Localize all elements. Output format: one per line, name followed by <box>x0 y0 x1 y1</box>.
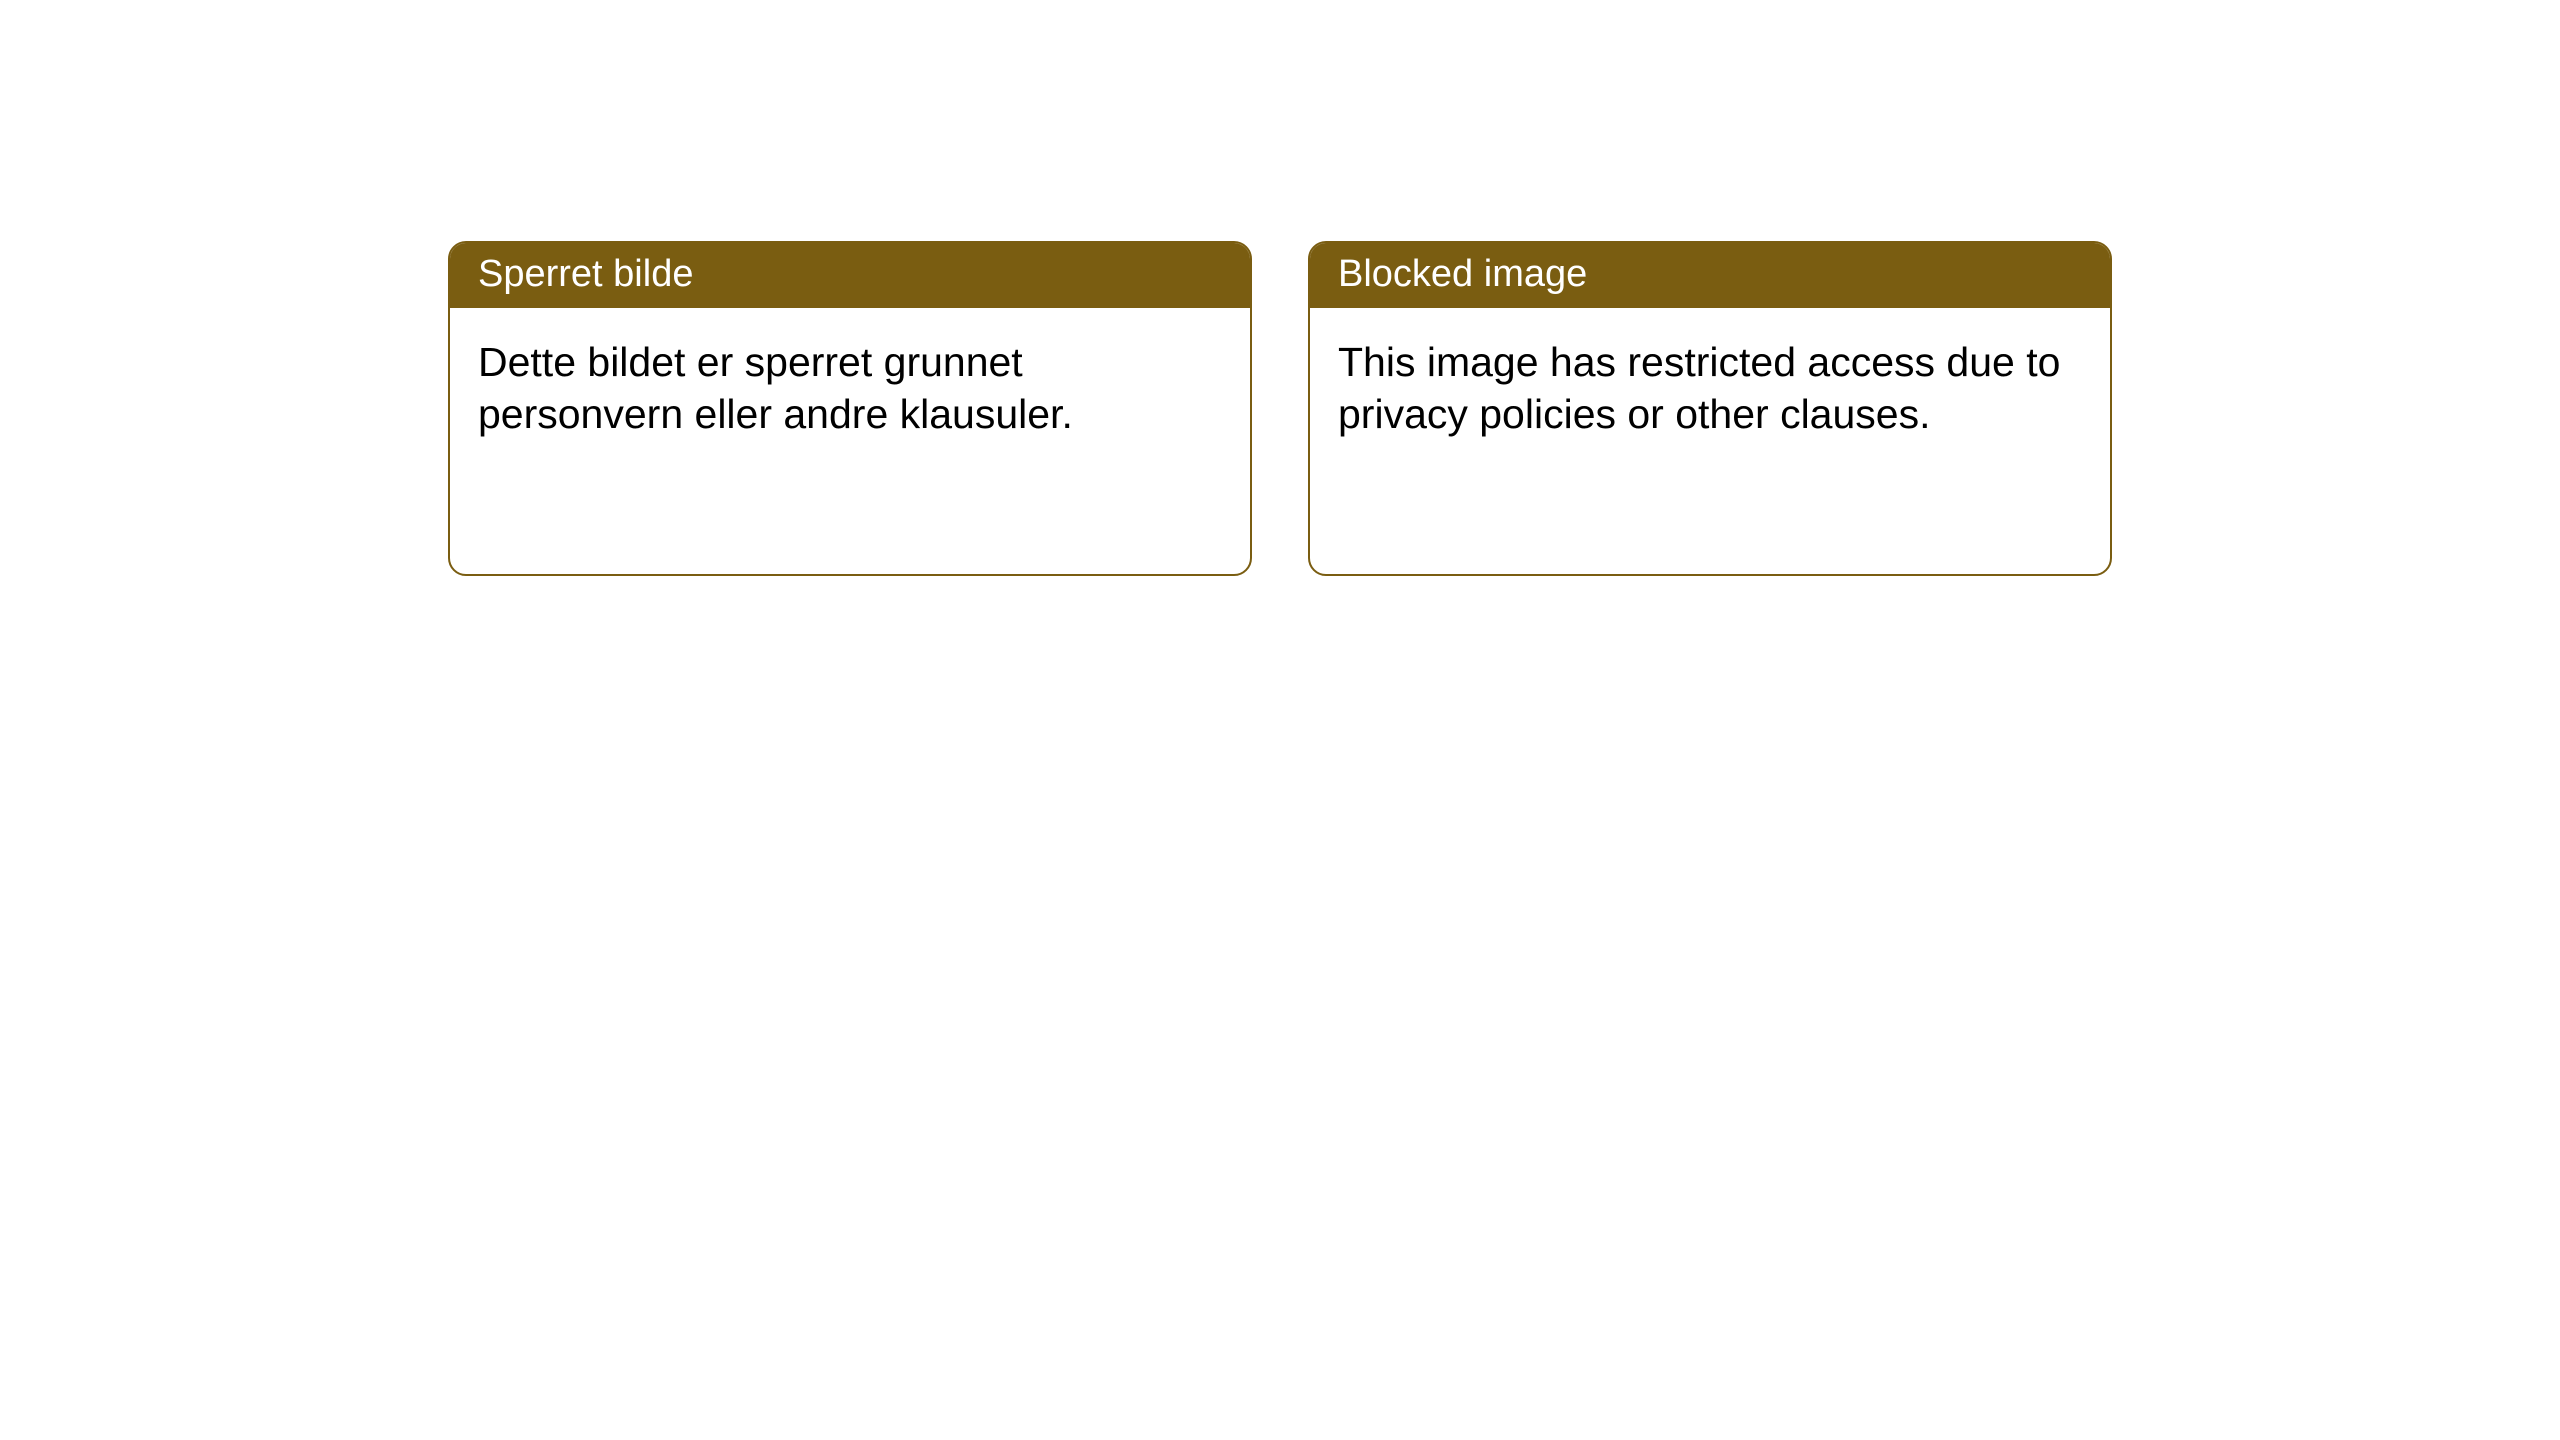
notice-container: Sperret bilde Dette bildet er sperret gr… <box>0 0 2560 576</box>
notice-card-norwegian: Sperret bilde Dette bildet er sperret gr… <box>448 241 1252 576</box>
notice-body: This image has restricted access due to … <box>1310 308 2110 469</box>
notice-body-text: Dette bildet er sperret grunnet personve… <box>478 339 1073 437</box>
notice-body-text: This image has restricted access due to … <box>1338 339 2060 437</box>
notice-card-english: Blocked image This image has restricted … <box>1308 241 2112 576</box>
notice-title: Sperret bilde <box>478 253 693 295</box>
notice-body: Dette bildet er sperret grunnet personve… <box>450 308 1250 469</box>
notice-header: Blocked image <box>1310 243 2110 308</box>
notice-header: Sperret bilde <box>450 243 1250 308</box>
notice-title: Blocked image <box>1338 253 1587 295</box>
